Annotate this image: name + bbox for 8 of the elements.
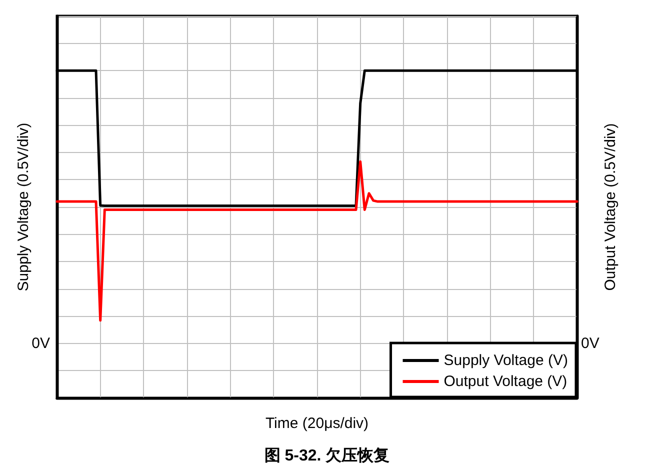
x-axis-title: Time (20μs/div): [265, 415, 369, 432]
text: 0V: [32, 334, 50, 352]
text: 图 5-32. 欠压恢复: [264, 446, 390, 464]
legend-label: Output Voltage (V): [444, 373, 568, 390]
y2-axis-title: Output Voltage (0.5V/div): [602, 123, 619, 291]
legend-label: Supply Voltage (V): [444, 352, 568, 369]
y-axis-title: Supply Voltage (0.5V/div): [15, 122, 32, 292]
text: 0V: [581, 334, 600, 352]
